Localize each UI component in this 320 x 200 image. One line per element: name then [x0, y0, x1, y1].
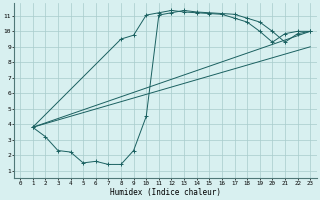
X-axis label: Humidex (Indice chaleur): Humidex (Indice chaleur) [110, 188, 220, 197]
